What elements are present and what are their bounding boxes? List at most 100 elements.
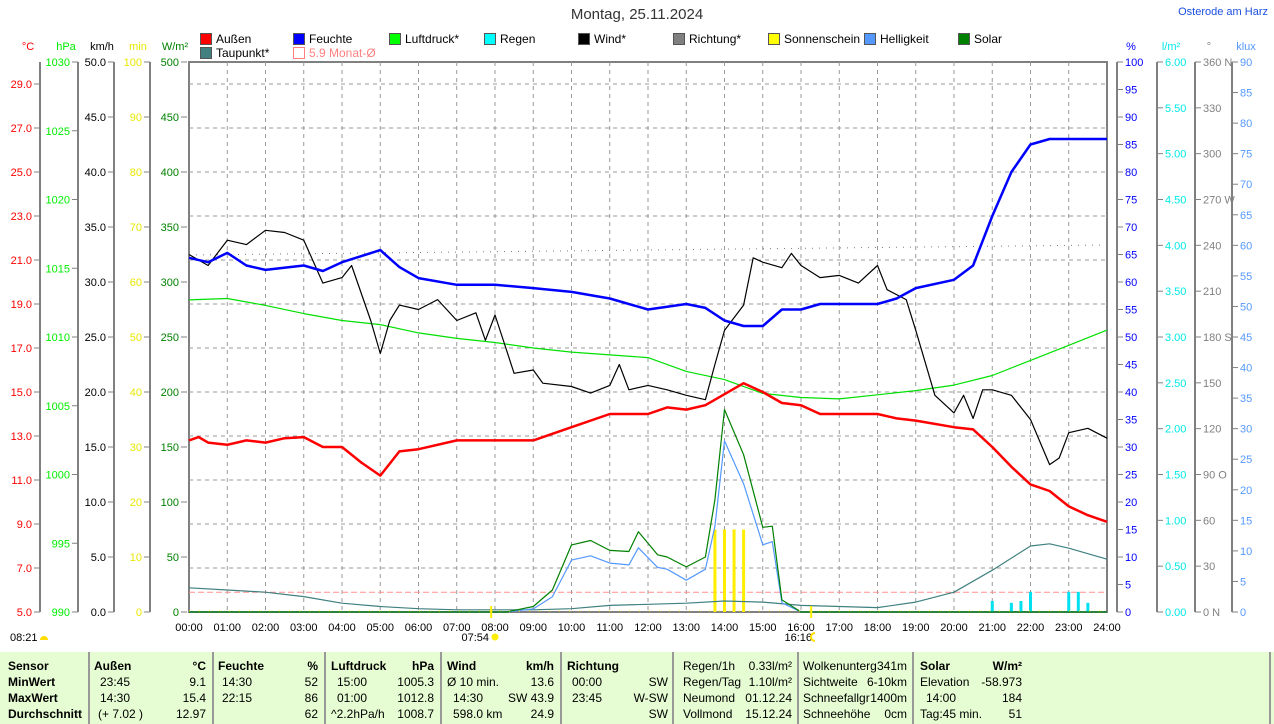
x-tick-label: 06:00 — [405, 622, 433, 634]
axis-unit-temp: °C — [22, 41, 34, 53]
axis-tick-label-lux: 65 — [1240, 210, 1252, 222]
cell: Sichtweite — [803, 675, 858, 689]
cell: 01.12.24 — [745, 691, 792, 705]
sunrise-time: 07:54 — [461, 632, 489, 644]
cell: Elevation — [920, 675, 970, 689]
cell: 184 — [1001, 691, 1022, 705]
series-luftdruck — [188, 297, 1108, 400]
axis-tick-label-dir: 120 — [1203, 424, 1221, 436]
axis-tick-label-rain: 1.00 — [1165, 515, 1186, 527]
x-tick-label: 22:00 — [1017, 622, 1045, 634]
legend-item: Solar — [958, 32, 1002, 46]
legend-item: Außen — [200, 32, 251, 46]
header-luftdruck: Luftdruck — [331, 659, 387, 673]
cell: Regen/1h — [683, 659, 736, 673]
legend-label: Wind* — [594, 32, 627, 46]
row-label: Durchschnitt — [8, 707, 83, 721]
axis-tick-label-min: 20 — [130, 497, 142, 509]
axis-tick-label-min: 10 — [130, 552, 142, 564]
axis-tick-label-min: 60 — [130, 277, 142, 289]
axis-tick-label-lux: 70 — [1240, 179, 1252, 191]
axis-tick-label-hum: 75 — [1125, 195, 1137, 207]
series-solar — [189, 409, 1107, 613]
axis-tick-label-dir: 0 N — [1203, 607, 1220, 619]
unit: % — [307, 659, 318, 673]
cell: 62 — [304, 707, 318, 721]
axis-tick-label-hum: 100 — [1125, 57, 1143, 69]
axis-tick-label-lux: 75 — [1240, 149, 1252, 161]
axis-tick-label-solar: 450 — [161, 112, 179, 124]
divider — [1269, 652, 1271, 724]
series-feuchte — [188, 137, 1107, 328]
divider — [797, 652, 799, 724]
axis-unit-min: min — [129, 41, 147, 53]
cell: 15:00 — [337, 675, 368, 689]
axis-tick-label-hum: 0 — [1125, 607, 1131, 619]
axis-tick-label-min: 0 — [136, 607, 142, 619]
axis-tick-label-temp: 5.0 — [17, 607, 32, 619]
legend-item: Sonnenschein — [768, 32, 860, 46]
axis-tick-label-hum: 95 — [1125, 85, 1137, 97]
axis-tick-label-min: 40 — [130, 387, 142, 399]
axis-tick-label-wind: 35.0 — [85, 222, 106, 234]
axis-tick-label-rain: 4.00 — [1165, 240, 1186, 252]
axis-tick-label-lux: 30 — [1240, 424, 1252, 436]
legend-item: Regen — [484, 32, 535, 46]
cell: 15.4 — [182, 691, 206, 705]
axis-unit-dir: ° — [1207, 41, 1211, 53]
cell: 1005.3 — [397, 675, 434, 689]
moonrise-time: 08:21 — [10, 632, 38, 644]
cell: 0.33l/m² — [748, 659, 792, 673]
cell: Vollmond — [683, 707, 733, 721]
cell: 13.6 — [530, 675, 554, 689]
axis-unit-press: hPa — [56, 41, 76, 53]
axis-tick-label-temp: 11.0 — [11, 475, 32, 487]
axis-tick-label-solar: 500 — [161, 57, 179, 69]
cell: 12.97 — [175, 707, 206, 721]
legend-swatch — [200, 47, 212, 59]
axis-tick-label-rain: 5.00 — [1165, 149, 1186, 161]
axis-tick-label-rain: 3.50 — [1165, 286, 1186, 298]
legend-label: Richtung* — [689, 32, 742, 46]
divider — [88, 652, 90, 724]
axis-tick-label-hum: 35 — [1125, 415, 1137, 427]
cell: Neumond — [683, 691, 736, 705]
cell: 14:30 — [100, 691, 131, 705]
axis-tick-label-hum: 20 — [1125, 497, 1137, 509]
cell: Regen/Tag — [683, 675, 742, 689]
unit: °C — [192, 659, 206, 673]
x-tick-label: 19:00 — [902, 622, 930, 634]
axis-tick-label-temp: 13.0 — [11, 431, 32, 443]
cell: 51 — [1008, 707, 1022, 721]
legend-swatch — [293, 33, 305, 45]
axis-tick-label-hum: 85 — [1125, 140, 1137, 152]
legend-label: Luftdruck* — [405, 32, 460, 46]
cell: Tag:45 min. — [920, 707, 983, 721]
legend-swatch — [578, 33, 590, 45]
weather-chart: 00:00 01:00 02:00 03:00 04:00 05:00 06:00 07:00… — [10, 41, 1256, 644]
axis-tick-label-temp: 21.0 — [11, 255, 32, 267]
axis-tick-label-min: 50 — [130, 332, 142, 344]
axis-tick-label-temp: 23.0 — [11, 211, 32, 223]
axis-tick-label-press: 1020 — [46, 195, 70, 207]
sun-icon — [491, 633, 499, 641]
legend-item: Wind* — [578, 32, 626, 46]
axis-tick-label-rain: 6.00 — [1165, 57, 1186, 69]
legend-item: 5.9 Monat-Ø — [293, 46, 376, 60]
divider — [324, 652, 326, 724]
axis-tick-label-min: 80 — [130, 167, 142, 179]
cell: Ø 10 min. — [447, 675, 500, 689]
x-tick-label: 18:00 — [864, 622, 892, 634]
cell: W-SW — [633, 691, 668, 705]
axis-tick-label-rain: 3.00 — [1165, 332, 1186, 344]
x-tick-label: 23:00 — [1055, 622, 1083, 634]
axis-tick-label-lux: 15 — [1240, 515, 1252, 527]
axis-tick-label-temp: 27.0 — [11, 123, 32, 135]
x-tick-label: 07:00 — [443, 622, 471, 634]
cell: 598.0 km — [453, 707, 503, 721]
x-tick-label: 24:00 — [1093, 622, 1121, 634]
x-tick-label: 21:00 — [978, 622, 1006, 634]
axis-tick-label-press: 990 — [52, 607, 70, 619]
cell: 341m — [876, 659, 907, 673]
legend-swatch — [673, 33, 685, 45]
